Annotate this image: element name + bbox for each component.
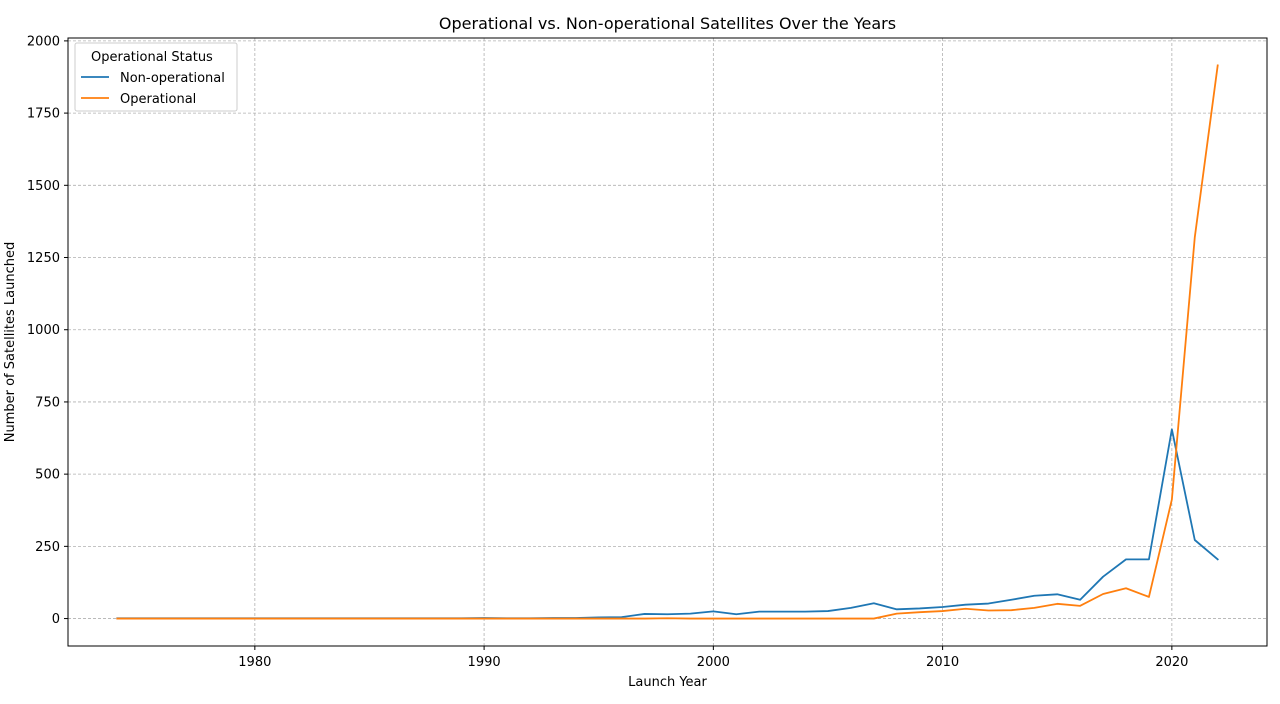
x-tick-label: 1980: [238, 655, 271, 670]
y-tick-label: 250: [35, 540, 60, 555]
series-line-non-operational: [116, 428, 1219, 620]
series-line-operational: [116, 64, 1219, 620]
y-axis-label: Number of Satellites Launched: [3, 242, 18, 443]
x-tick-label: 2010: [926, 655, 959, 670]
legend-title: Operational Status: [91, 50, 213, 65]
y-tick-label: 750: [35, 395, 60, 410]
y-tick-label: 1500: [27, 179, 60, 194]
y-tick-label: 0: [52, 612, 60, 627]
series-lines: [116, 64, 1219, 620]
chart-title: Operational vs. Non-operational Satellit…: [439, 14, 896, 33]
legend: Operational Status Non-operational Operat…: [74, 42, 238, 112]
x-tick-label: 2000: [697, 655, 730, 670]
x-tick-label: 1990: [468, 655, 501, 670]
x-tick-label: 2020: [1155, 655, 1188, 670]
y-axis-ticks: 0 250 500 750 1000 1250 1500 1750 2000: [27, 34, 68, 627]
legend-label: Non-operational: [120, 71, 225, 86]
y-tick-label: 1750: [27, 107, 60, 122]
y-tick-label: 500: [35, 468, 60, 483]
grid-lines: [68, 38, 1267, 646]
legend-label: Operational: [120, 92, 196, 107]
plot-frame: [67, 37, 1268, 647]
x-axis-label: Launch Year: [628, 675, 707, 690]
y-tick-label: 2000: [27, 34, 60, 49]
legend-box: [74, 42, 238, 112]
y-tick-label: 1250: [27, 251, 60, 266]
x-axis-ticks: 1980 1990 2000 2010 2020: [238, 646, 1188, 670]
y-tick-label: 1000: [27, 323, 60, 338]
